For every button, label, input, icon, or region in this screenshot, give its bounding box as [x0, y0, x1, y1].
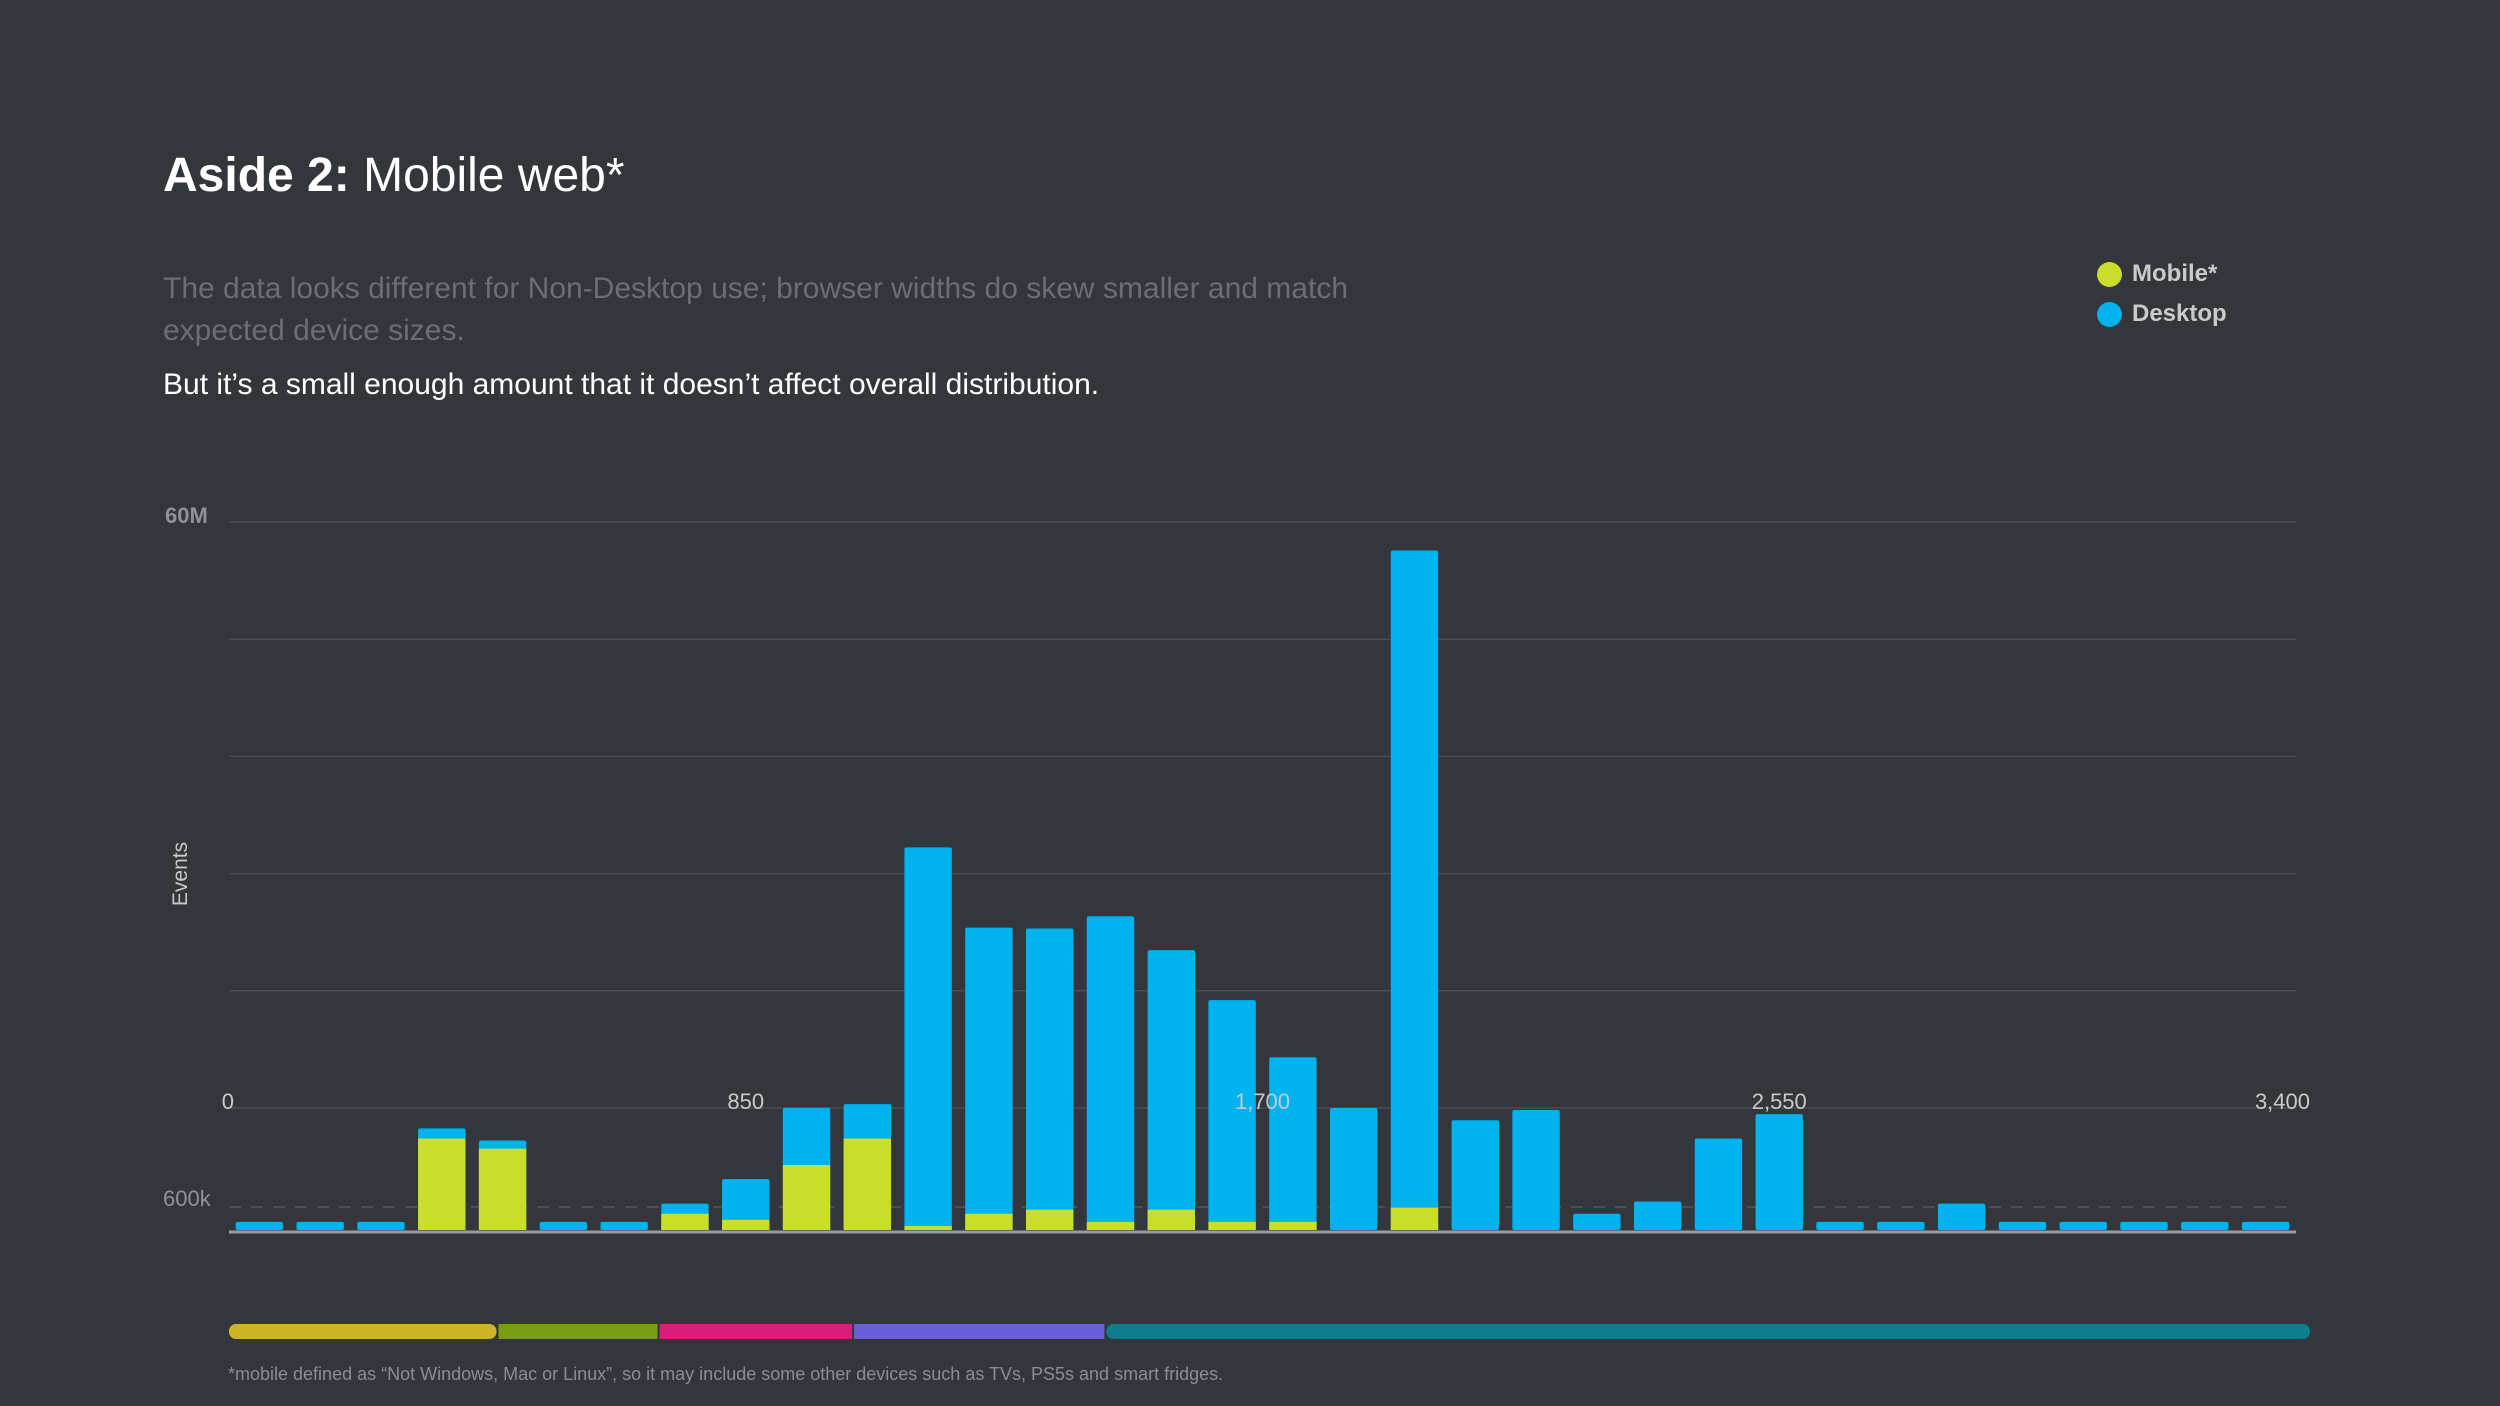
bar-desktop: [2241, 1221, 2290, 1230]
legend-swatch-desktop: [2097, 301, 2122, 327]
range-band: [229, 1324, 497, 1339]
bar-desktop: [1026, 928, 1074, 1230]
bar-desktop: [1147, 950, 1196, 1230]
bar-mobile: [661, 1213, 709, 1230]
range-band: [659, 1324, 853, 1339]
legend-item-desktop: Desktop: [2097, 294, 2227, 334]
bars: [229, 550, 2296, 1234]
bar-desktop: [722, 1179, 770, 1230]
bar-mobile: [1269, 1221, 1317, 1230]
bar-mobile: [1390, 1207, 1439, 1230]
bar-desktop: [1208, 1000, 1256, 1230]
bar-desktop: [357, 1221, 405, 1230]
bar-desktop: [235, 1221, 284, 1230]
bar-desktop: [1998, 1221, 2047, 1230]
bar-desktop: [904, 847, 952, 1230]
x-tick-label: 3,400: [2255, 1089, 2310, 1114]
bar-mobile: [843, 1138, 892, 1230]
bar-desktop: [2181, 1221, 2229, 1230]
y-axis-title: Events: [169, 842, 192, 906]
bar-desktop: [1329, 1108, 1378, 1230]
x-tick-label: 2,550: [1752, 1089, 1807, 1114]
y-tick-label: 600k: [163, 1186, 212, 1211]
bar-mobile: [965, 1213, 1013, 1230]
y-tick-label: 60M: [165, 503, 208, 528]
bar-mobile: [1086, 1221, 1135, 1230]
bar-desktop: [1633, 1201, 1682, 1230]
x-tick-label: 0: [222, 1089, 234, 1114]
bar-desktop: [1451, 1120, 1499, 1230]
bar-desktop: [1694, 1138, 1743, 1230]
bar-desktop: [1512, 1110, 1560, 1230]
legend: Mobile* Desktop: [2097, 254, 2227, 334]
bar-mobile: [904, 1225, 952, 1230]
bar-desktop: [1877, 1221, 1925, 1230]
legend-item-mobile: Mobile*: [2097, 254, 2227, 294]
bar-desktop: [1573, 1213, 1621, 1230]
legend-label-mobile: Mobile*: [2132, 260, 2218, 287]
x-tick-label: 850: [727, 1089, 764, 1114]
range-band: [1106, 1324, 2310, 1339]
bar-desktop: [2059, 1221, 2107, 1230]
bar-desktop: [1816, 1221, 1864, 1230]
range-bar: [229, 1324, 2310, 1339]
title-main: Mobile web*: [363, 149, 625, 202]
bar-mobile: [418, 1138, 466, 1230]
bar-mobile: [782, 1164, 831, 1230]
note-text: But it’s a small enough amount that it d…: [163, 368, 1100, 401]
title-prefix: Aside 2:: [163, 149, 350, 202]
legend-swatch-mobile: [2097, 261, 2122, 287]
bar-desktop: [600, 1221, 648, 1230]
axis-labels: 60M 600k Events 0 850 1,700 2,550 3,400: [163, 503, 2310, 1211]
bar-desktop: [296, 1221, 344, 1230]
bar-mobile: [478, 1148, 527, 1230]
bar-desktop: [1390, 550, 1439, 1230]
bar-mobile: [1026, 1209, 1074, 1230]
bar-mobile: [722, 1219, 770, 1230]
bar-desktop: [1755, 1114, 1803, 1230]
legend-label-desktop: Desktop: [2132, 300, 2227, 327]
bar-desktop: [1269, 1057, 1317, 1230]
footnote: *mobile defined as “Not Windows, Mac or …: [228, 1364, 1224, 1384]
page-title: Aside 2: Mobile web*: [163, 148, 625, 203]
bar-desktop: [1937, 1203, 1986, 1230]
range-band: [498, 1324, 658, 1339]
x-tick-label: 1,700: [1235, 1089, 1290, 1114]
bar-desktop: [2120, 1221, 2168, 1230]
bar-desktop: [1086, 916, 1135, 1230]
bar-desktop: [539, 1221, 588, 1230]
bar-mobile: [1208, 1221, 1256, 1230]
bar-desktop: [965, 927, 1013, 1230]
bar-mobile: [1147, 1209, 1196, 1230]
subtitle: The data looks different for Non-Desktop…: [163, 272, 1348, 347]
range-band: [854, 1324, 1105, 1339]
